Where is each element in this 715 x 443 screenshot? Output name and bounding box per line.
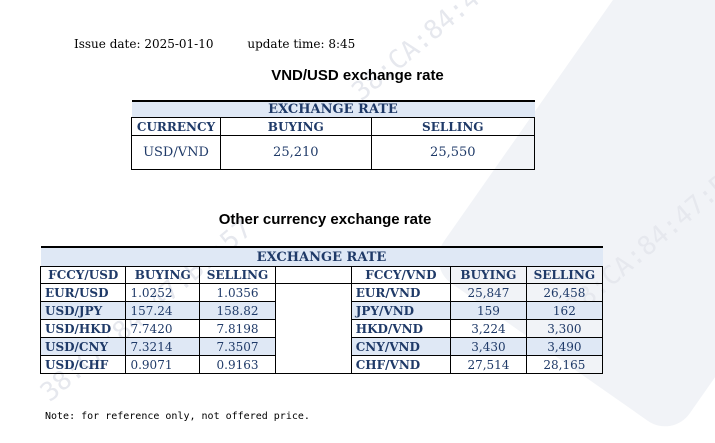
header-fccy-usd: FCCY/USD: [39, 266, 127, 284]
buying-cell: 7.7420: [125, 319, 200, 338]
pair-cell: HKD/VND: [350, 319, 452, 338]
buying-cell: 1.0252: [125, 283, 200, 302]
watermark-text: 38:CA:84:47:B7:57: [346, 0, 570, 108]
pair-cell: USD/CNY: [39, 337, 127, 356]
header-selling: SELLING: [525, 266, 604, 284]
vnd-usd-table: EXCHANGE RATE CURRENCY BUYING SELLING US…: [131, 100, 536, 170]
selling-cell: 26,458: [525, 283, 604, 302]
buying-cell: 157.24: [125, 301, 200, 320]
disclaimer-note: Note: for reference only, not offered pr…: [45, 411, 310, 422]
gap-cell: [275, 266, 352, 284]
pair-cell: USD/HKD: [39, 319, 127, 338]
selling-cell: 158.82: [198, 301, 277, 320]
table-row: USD/CNY 7.3214 7.3507 CNY/VND 3,430 3,49…: [39, 337, 604, 356]
buying-cell: 0.9071: [125, 355, 200, 374]
buying-cell: 27,514: [450, 355, 527, 374]
header-buying: BUYING: [450, 266, 527, 284]
header-selling: SELLING: [198, 266, 277, 284]
header-buying: BUYING: [125, 266, 200, 284]
pair-cell: USD/CHF: [39, 355, 127, 374]
pair-cell: EUR/VND: [350, 283, 452, 302]
table-row: USD/JPY 157.24 158.82 JPY/VND 159 162: [39, 301, 604, 320]
issue-date: Issue date: 2025-01-10: [74, 37, 214, 51]
buying-cell: 3,430: [450, 337, 527, 356]
table-band-title: EXCHANGE RATE: [40, 246, 603, 267]
vnd-usd-title: VND/USD exchange rate: [271, 67, 444, 84]
table-row: USD/CHF 0.9071 0.9163 CHF/VND 27,514 28,…: [39, 355, 604, 374]
gap-cell: [275, 283, 352, 302]
header-fccy-vnd: FCCY/VND: [350, 266, 452, 284]
header-currency: CURRENCY: [131, 117, 221, 136]
gap-cell: [275, 355, 352, 374]
selling-cell: 25,550: [370, 135, 536, 170]
header-selling: SELLING: [370, 117, 536, 136]
buying-cell: 159: [450, 301, 527, 320]
other-rates-table: EXCHANGE RATE FCCY/USD BUYING SELLING FC…: [39, 246, 604, 374]
selling-cell: 7.3507: [198, 337, 277, 356]
gap-cell: [275, 337, 352, 356]
header-buying: BUYING: [220, 117, 372, 136]
selling-cell: 1.0356: [198, 283, 277, 302]
pair-cell: EUR/USD: [39, 283, 127, 302]
buying-cell: 7.3214: [125, 337, 200, 356]
pair-cell: CHF/VND: [350, 355, 452, 374]
gap-cell: [275, 301, 352, 320]
pair-cell: CNY/VND: [350, 337, 452, 356]
table-row: EUR/USD 1.0252 1.0356 EUR/VND 25,847 26,…: [39, 283, 604, 302]
selling-cell: 3,300: [525, 319, 604, 338]
buying-cell: 25,210: [220, 135, 372, 170]
pair-cell: JPY/VND: [350, 301, 452, 320]
selling-cell: 28,165: [525, 355, 604, 374]
currency-cell: USD/VND: [131, 135, 221, 170]
selling-cell: 0.9163: [198, 355, 277, 374]
issue-meta: Issue date: 2025-01-10 update time: 8:45: [74, 37, 385, 51]
table-row: USD/VND 25,210 25,550: [131, 135, 536, 170]
selling-cell: 162: [525, 301, 604, 320]
buying-cell: 25,847: [450, 283, 527, 302]
selling-cell: 3,490: [525, 337, 604, 356]
gap-cell: [275, 319, 352, 338]
table-row: USD/HKD 7.7420 7.8198 HKD/VND 3,224 3,30…: [39, 319, 604, 338]
buying-cell: 3,224: [450, 319, 527, 338]
other-rates-title: Other currency exchange rate: [218, 211, 432, 228]
update-time: update time: 8:45: [247, 37, 356, 51]
pair-cell: USD/JPY: [39, 301, 127, 320]
table-band-title: EXCHANGE RATE: [131, 100, 535, 118]
selling-cell: 7.8198: [198, 319, 277, 338]
